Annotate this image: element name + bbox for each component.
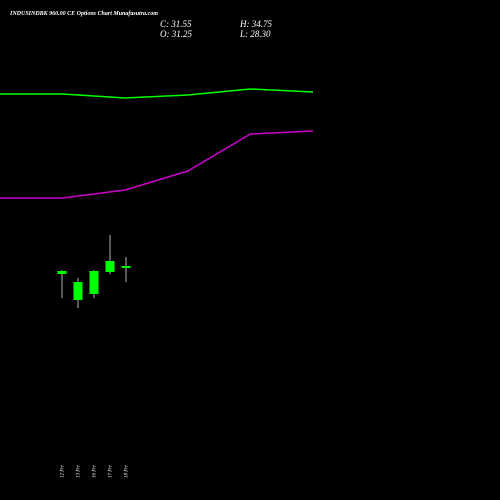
low-label: L: 28.30: [239, 29, 271, 39]
candle-body: [121, 266, 131, 268]
x-tick-label: 13 Fri: [77, 465, 82, 478]
x-tick-label: 12 Fri: [61, 465, 66, 478]
x-axis-ticks: 12 Fri 13 Fri 16 Fri 17 Fri 18 Fri: [61, 465, 130, 478]
candle-body: [57, 271, 67, 274]
x-tick-label: 16 Fri: [93, 465, 98, 478]
indicator-line-2: [0, 130, 314, 199]
indicator-lines: [0, 88, 314, 199]
candle-body: [73, 282, 83, 300]
candle-body: [89, 271, 99, 294]
x-tick-label: 17 Fri: [109, 465, 114, 478]
chart-title: INDUSINDBK 960.00 CE Options Chart Munaf…: [9, 11, 158, 17]
candle-body: [105, 261, 115, 272]
high-label: H: 34.75: [239, 19, 272, 29]
candles: [57, 235, 131, 308]
open-label: O: 31.25: [160, 29, 192, 39]
indicator-line-1: [0, 88, 314, 99]
x-tick-label: 18 Fri: [125, 465, 130, 478]
close-label: C: 31.55: [160, 19, 192, 29]
